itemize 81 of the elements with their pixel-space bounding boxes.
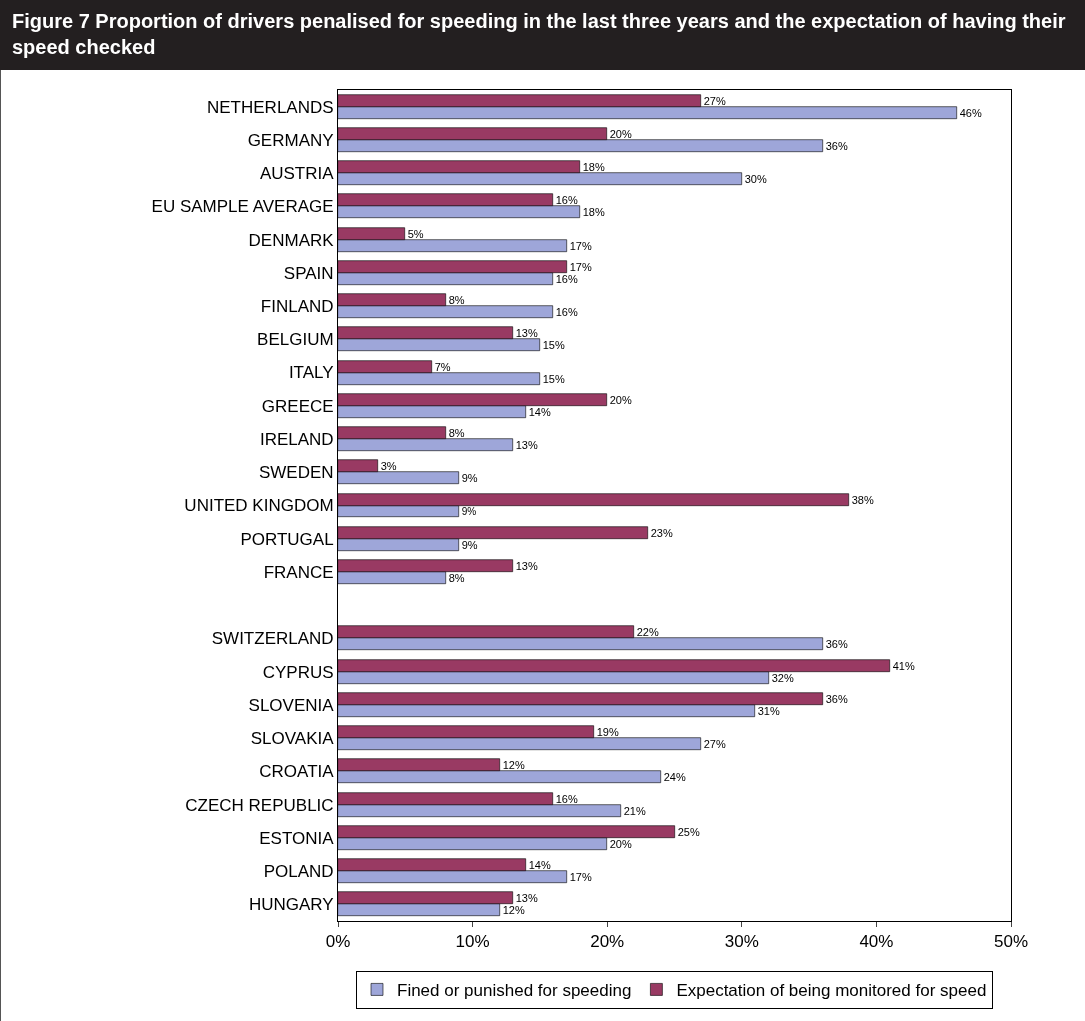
y-tick-label: POLAND <box>263 862 334 882</box>
data-label: 20% <box>609 393 632 406</box>
chart-title: Figure 7 Proportion of drivers penalised for speeding in the last three years and the expectation of having their speed checked <box>0 0 1085 70</box>
data-label: 14% <box>528 405 551 418</box>
y-tick-label: AUSTRIA <box>259 164 335 184</box>
x-tick-label: 30% <box>724 932 759 952</box>
data-label: 27% <box>703 737 726 750</box>
data-label: 18% <box>582 160 605 173</box>
data-label: 15% <box>542 372 565 385</box>
y-tick-label: ESTONIA <box>259 828 335 848</box>
y-tick-label: FINLAND <box>260 297 334 317</box>
data-label: 5% <box>407 227 424 240</box>
data-label: 8% <box>448 293 465 306</box>
data-label: 3% <box>380 459 397 472</box>
y-tick-label: CROATIA <box>259 762 335 782</box>
data-label: 36% <box>825 139 848 152</box>
data-label: 22% <box>636 625 659 638</box>
data-label: 31% <box>757 704 780 717</box>
data-label: 21% <box>623 804 646 817</box>
data-label: 20% <box>609 837 632 850</box>
data-label: 23% <box>650 526 673 539</box>
data-label: 20% <box>609 127 632 140</box>
y-tick-label: NETHERLANDS <box>207 97 334 117</box>
data-label: 8% <box>448 571 465 584</box>
x-tick-label: 20% <box>590 932 625 952</box>
y-tick-label: IRELAND <box>259 429 334 449</box>
legend-label: Fined or punished for speeding <box>397 981 632 1001</box>
y-tick-label: SWITZERLAND <box>211 629 334 649</box>
data-label: 25% <box>677 825 700 838</box>
data-label: 24% <box>663 770 686 783</box>
y-tick-label: HUNGARY <box>248 895 334 915</box>
y-tick-label: SWEDEN <box>258 463 334 483</box>
data-label: 12% <box>502 903 525 916</box>
data-label: 17% <box>569 260 592 273</box>
data-label: 32% <box>771 671 794 684</box>
y-tick-label: EU SAMPLE AVERAGE <box>151 197 334 217</box>
y-tick-label: CYPRUS <box>262 662 334 682</box>
data-label: 13% <box>515 438 538 451</box>
x-tick-label: 40% <box>859 932 894 952</box>
y-tick-label: FRANCE <box>263 562 334 582</box>
data-label: 17% <box>569 870 592 883</box>
data-label: 8% <box>448 426 465 439</box>
data-label: 9% <box>461 471 478 484</box>
data-label: 38% <box>851 493 874 506</box>
x-tick-label: 50% <box>993 932 1029 952</box>
data-label: 36% <box>825 637 848 650</box>
data-label: 15% <box>542 338 565 351</box>
data-label: 12% <box>502 758 525 771</box>
y-tick-label: SLOVAKIA <box>250 729 335 749</box>
data-label: 7% <box>434 360 451 373</box>
data-label: 16% <box>555 305 578 318</box>
y-tick-label: GREECE <box>261 396 334 416</box>
data-label: 19% <box>596 725 619 738</box>
data-label: 9% <box>461 538 478 551</box>
data-label: 14% <box>528 858 551 871</box>
data-label: 36% <box>825 692 848 705</box>
y-tick-label: UNITED KINGDOM <box>184 496 334 516</box>
data-label: 18% <box>582 205 605 218</box>
x-tick-label: 0% <box>325 932 351 952</box>
data-label: 16% <box>555 792 578 805</box>
data-label: 46% <box>959 106 982 119</box>
y-tick-label: ITALY <box>288 363 334 383</box>
y-tick-label: BELGIUM <box>257 330 334 350</box>
data-label: 41% <box>892 659 915 672</box>
data-label: 13% <box>515 559 538 572</box>
y-tick-label: PORTUGAL <box>240 529 334 549</box>
data-label: 16% <box>555 193 578 206</box>
data-label: 13% <box>515 891 538 904</box>
data-label: 27% <box>703 94 726 107</box>
legend-label: Expectation of being monitored for speed <box>676 981 987 1001</box>
y-tick-label: SPAIN <box>283 263 334 283</box>
data-label: 16% <box>555 272 578 285</box>
y-tick-label: CZECH REPUBLIC <box>185 795 334 815</box>
y-tick-label: SLOVENIA <box>248 695 335 715</box>
data-label: 30% <box>744 172 767 185</box>
data-label: 13% <box>515 326 538 339</box>
x-tick-label: 10% <box>455 932 490 952</box>
data-label: 9% <box>461 505 477 517</box>
data-label: 17% <box>569 239 592 252</box>
y-tick-label: GERMANY <box>247 130 334 150</box>
y-tick-label: DENMARK <box>248 230 335 250</box>
